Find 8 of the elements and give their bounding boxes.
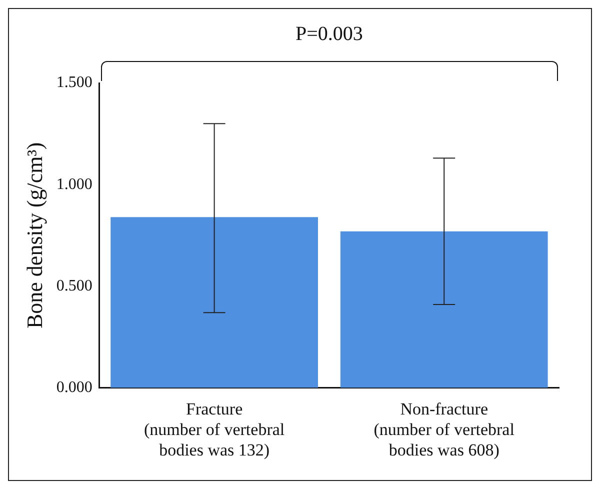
y-tick-label: 0.500	[56, 277, 92, 294]
y-tick-label: 0.000	[56, 379, 92, 396]
y-tick-label: 1.000	[56, 176, 92, 193]
x-tick-label: Non-fracture (number of vertebral bodies was 608)	[374, 399, 515, 460]
y-tick-label: 1.500	[56, 74, 92, 92]
x-tick-label: Fracture (number of vertebral bodies was 132)	[144, 399, 285, 460]
y-axis-title: Bone density (g/cm³)	[22, 142, 47, 329]
text: P=0.003	[294, 23, 364, 46]
